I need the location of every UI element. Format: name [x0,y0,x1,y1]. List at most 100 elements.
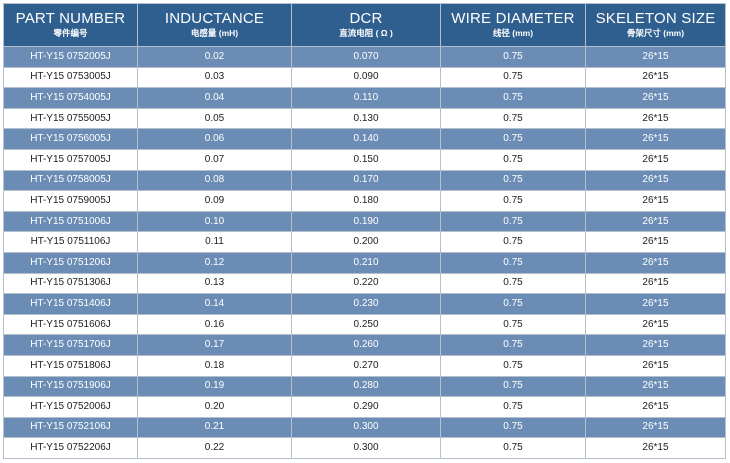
inductance-cell: 0.10 [137,210,292,233]
wire-diameter-cell: 0.75 [440,231,586,253]
part-number-cell: HT-Y15 0751306J [3,272,138,295]
header-subtitle: 线径 (mm) [492,28,534,38]
table-row: HT-Y15 0753005J 0.03 0.090 0.75 26*15 [3,66,726,89]
inductance-cell: 0.14 [137,293,292,315]
table-row: HT-Y15 0751306J 0.13 0.220 0.75 26*15 [3,272,726,295]
dcr-cell: 0.250 [291,313,441,336]
wire-diameter-cell: 0.75 [440,148,586,171]
skeleton-size-cell: 26*15 [585,293,726,315]
part-number-cell: HT-Y15 0751006J [3,210,138,233]
part-number-cell: HT-Y15 0755005J [3,107,138,130]
header-subtitle: 骨架尺寸 (mm) [626,28,685,38]
wire-diameter-cell: 0.75 [440,66,586,89]
part-number-cell: HT-Y15 0751206J [3,251,138,274]
header-title: WIRE DIAMETER [451,10,575,27]
header-title: DCR [349,10,383,27]
table-row: HT-Y15 0752206J 0.22 0.300 0.75 26*15 [3,437,726,459]
wire-diameter-cell: 0.75 [440,251,586,274]
wire-diameter-cell: 0.75 [440,107,586,130]
part-number-cell: HT-Y15 0756005J [3,128,138,150]
wire-diameter-cell: 0.75 [440,416,586,439]
skeleton-size-cell: 26*15 [585,128,726,150]
part-number-cell: HT-Y15 0759005J [3,190,138,212]
inductance-cell: 0.07 [137,148,292,171]
table-row: HT-Y15 0752106J 0.21 0.300 0.75 26*15 [3,416,726,439]
header-subtitle: 直流电阻 ( Ω ) [339,28,393,38]
dcr-cell: 0.200 [291,231,441,253]
part-number-cell: HT-Y15 0754005J [3,87,138,109]
inductance-cell: 0.08 [137,169,292,192]
skeleton-size-cell: 26*15 [585,107,726,130]
dcr-cell: 0.070 [291,46,441,68]
header-title: PART NUMBER [15,10,126,27]
skeleton-size-cell: 26*15 [585,396,726,418]
dcr-cell: 0.280 [291,375,441,398]
dcr-cell: 0.150 [291,148,441,171]
inductance-cell: 0.06 [137,128,292,150]
dcr-cell: 0.230 [291,293,441,315]
dcr-cell: 0.140 [291,128,441,150]
table-row: HT-Y15 0751806J 0.18 0.270 0.75 26*15 [3,354,726,377]
table-body: HT-Y15 0752005J 0.02 0.070 0.75 26*15 HT-Y15 … [3,46,726,459]
skeleton-size-cell: 26*15 [585,354,726,377]
inductance-cell: 0.20 [137,396,292,418]
header-dcr: DCR 直流电阻 ( Ω ) [291,3,441,47]
dcr-cell: 0.210 [291,251,441,274]
wire-diameter-cell: 0.75 [440,396,586,418]
table-row: HT-Y15 0756005J 0.06 0.140 0.75 26*15 [3,128,726,150]
table-row: HT-Y15 0758005J 0.08 0.170 0.75 26*15 [3,169,726,192]
table-row: HT-Y15 0752005J 0.02 0.070 0.75 26*15 [3,46,726,68]
wire-diameter-cell: 0.75 [440,334,586,356]
skeleton-size-cell: 26*15 [585,272,726,295]
part-number-cell: HT-Y15 0752206J [3,437,138,459]
skeleton-size-cell: 26*15 [585,251,726,274]
inductance-cell: 0.22 [137,437,292,459]
wire-diameter-cell: 0.75 [440,375,586,398]
inductor-spec-table: PART NUMBER 零件编号 INDUCTANCE 电感量 (mH) DCR… [3,3,726,459]
skeleton-size-cell: 26*15 [585,66,726,89]
inductance-cell: 0.05 [137,107,292,130]
wire-diameter-cell: 0.75 [440,272,586,295]
table-row: HT-Y15 0751606J 0.16 0.250 0.75 26*15 [3,313,726,336]
skeleton-size-cell: 26*15 [585,313,726,336]
inductance-cell: 0.16 [137,313,292,336]
wire-diameter-cell: 0.75 [440,46,586,68]
dcr-cell: 0.290 [291,396,441,418]
skeleton-size-cell: 26*15 [585,437,726,459]
wire-diameter-cell: 0.75 [440,354,586,377]
skeleton-size-cell: 26*15 [585,231,726,253]
part-number-cell: HT-Y15 0751406J [3,293,138,315]
dcr-cell: 0.090 [291,66,441,89]
part-number-cell: HT-Y15 0758005J [3,169,138,192]
part-number-cell: HT-Y15 0752106J [3,416,138,439]
table-row: HT-Y15 0759005J 0.09 0.180 0.75 26*15 [3,190,726,212]
dcr-cell: 0.300 [291,416,441,439]
wire-diameter-cell: 0.75 [440,293,586,315]
header-wire-diameter: WIRE DIAMETER 线径 (mm) [440,3,586,47]
part-number-cell: HT-Y15 0751606J [3,313,138,336]
spec-table-container: PART NUMBER 零件编号 INDUCTANCE 电感量 (mH) DCR… [3,3,726,459]
inductance-cell: 0.12 [137,251,292,274]
inductance-cell: 0.13 [137,272,292,295]
inductance-cell: 0.11 [137,231,292,253]
dcr-cell: 0.110 [291,87,441,109]
table-row: HT-Y15 0751206J 0.12 0.210 0.75 26*15 [3,251,726,274]
skeleton-size-cell: 26*15 [585,190,726,212]
inductance-cell: 0.18 [137,354,292,377]
part-number-cell: HT-Y15 0751106J [3,231,138,253]
wire-diameter-cell: 0.75 [440,437,586,459]
dcr-cell: 0.180 [291,190,441,212]
table-header: PART NUMBER 零件编号 INDUCTANCE 电感量 (mH) DCR… [3,3,726,47]
inductance-cell: 0.17 [137,334,292,356]
table-row: HT-Y15 0751406J 0.14 0.230 0.75 26*15 [3,293,726,315]
inductance-cell: 0.19 [137,375,292,398]
skeleton-size-cell: 26*15 [585,375,726,398]
header-subtitle: 电感量 (mH) [190,28,239,38]
part-number-cell: HT-Y15 0753005J [3,66,138,89]
table-row: HT-Y15 0755005J 0.05 0.130 0.75 26*15 [3,107,726,130]
dcr-cell: 0.170 [291,169,441,192]
wire-diameter-cell: 0.75 [440,87,586,109]
table-row: HT-Y15 0752006J 0.20 0.290 0.75 26*15 [3,396,726,418]
header-inductance: INDUCTANCE 电感量 (mH) [137,3,292,47]
dcr-cell: 0.270 [291,354,441,377]
